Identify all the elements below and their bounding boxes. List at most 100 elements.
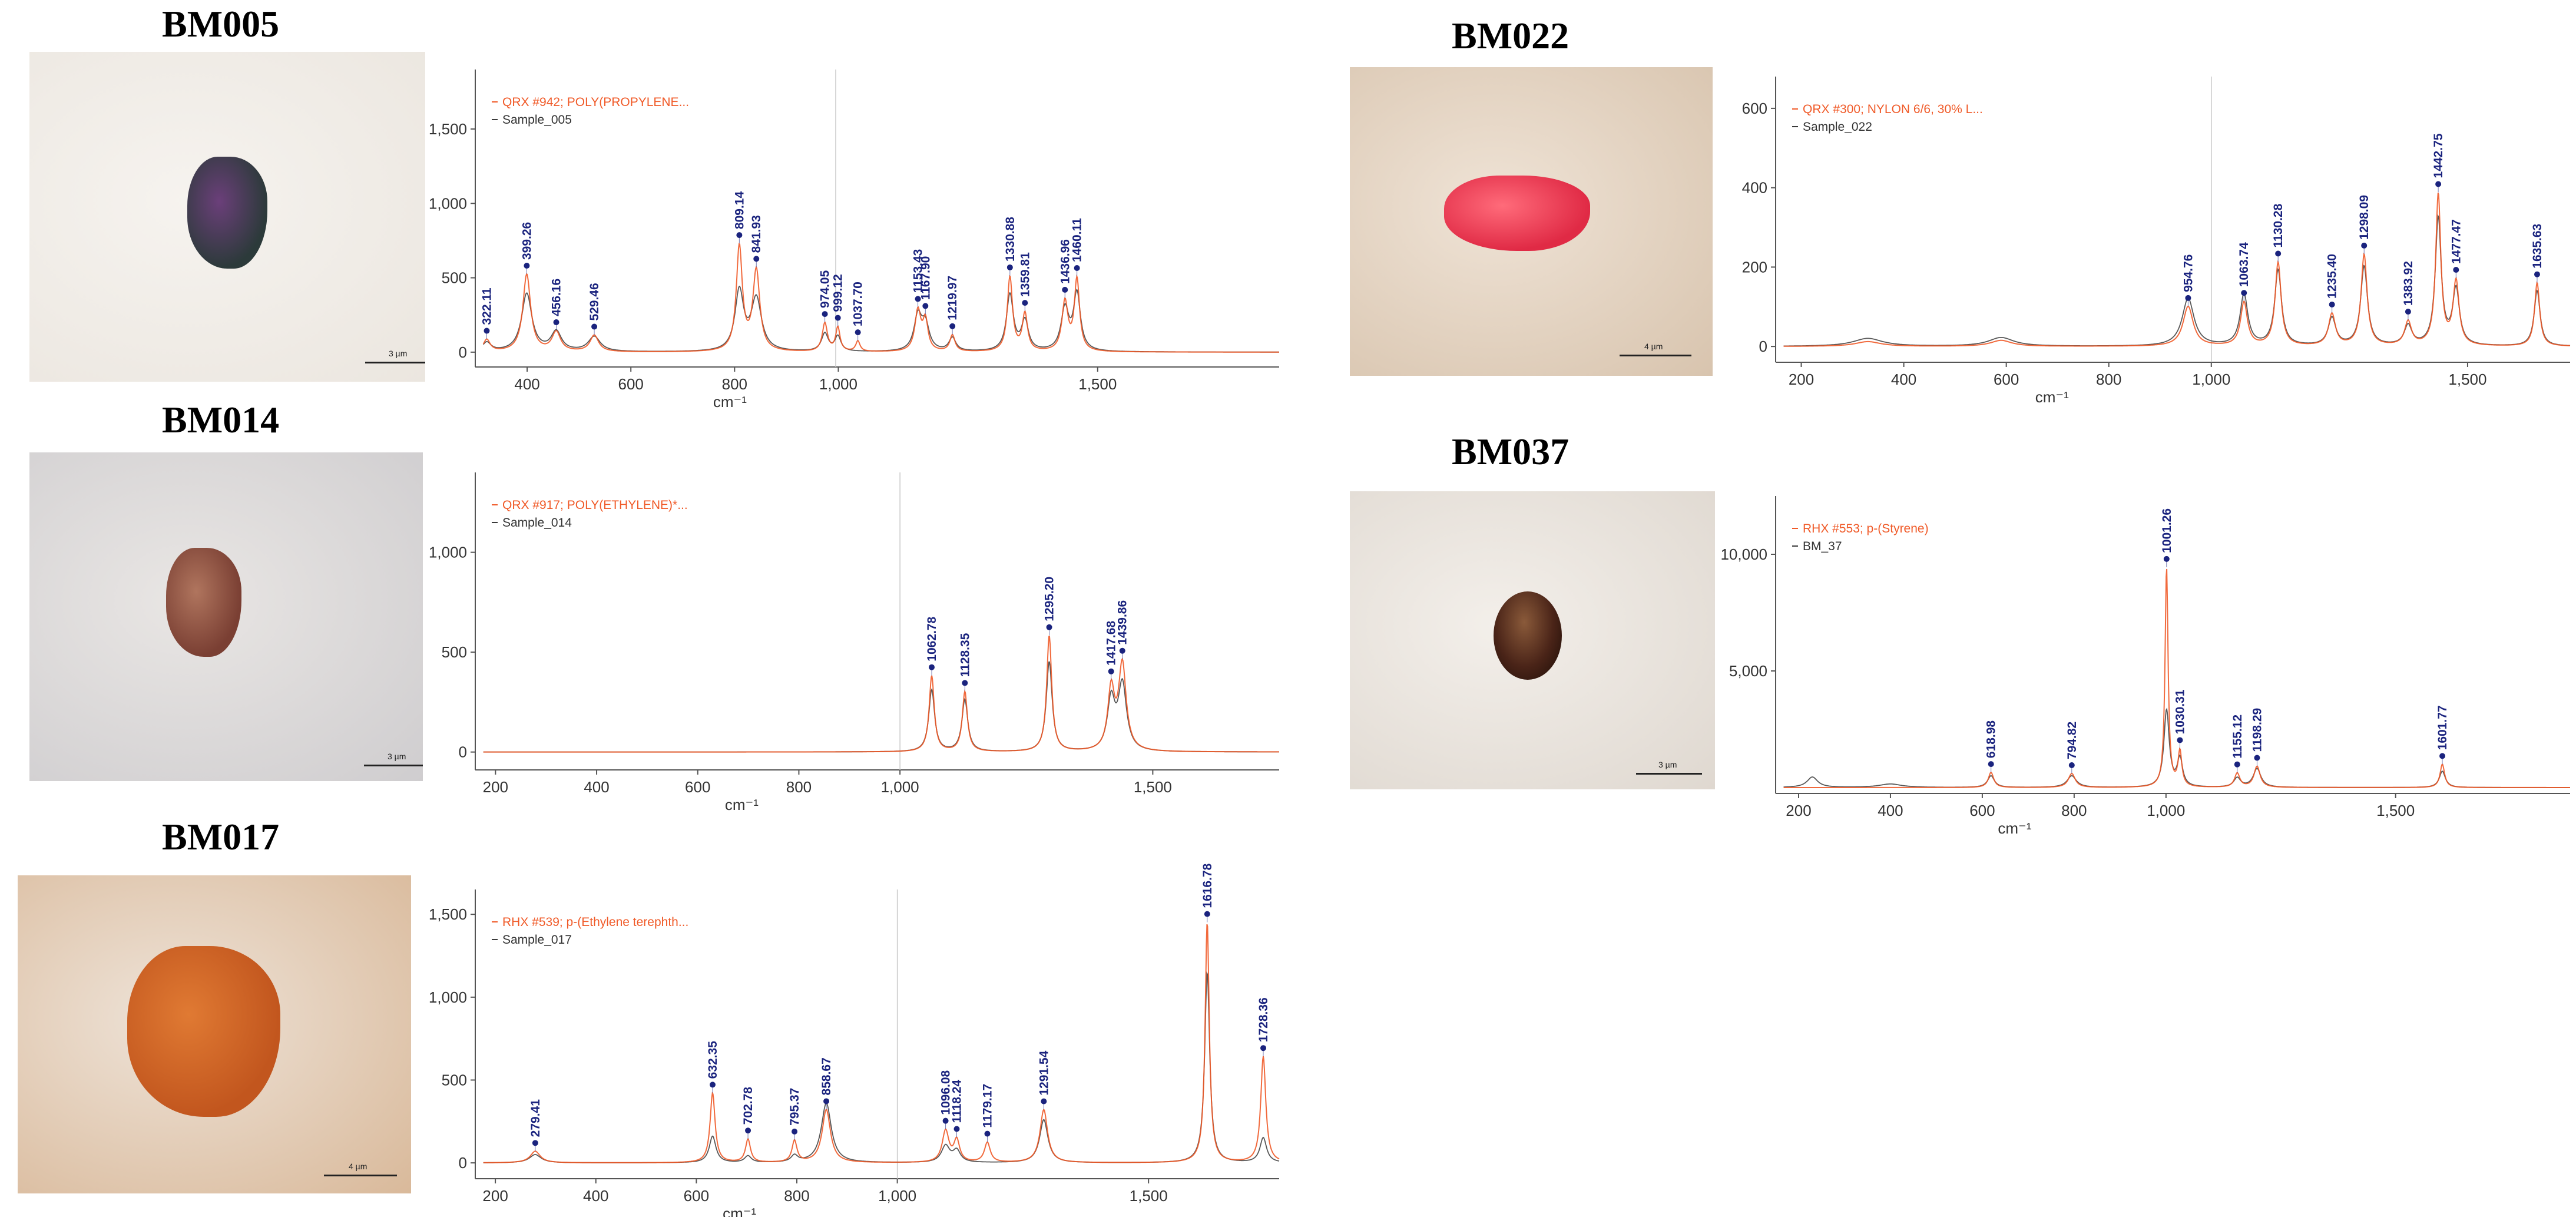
peak-label: 399.26 (520, 222, 534, 260)
sample-spectrum-line (483, 285, 1279, 353)
x-tick-label: 400 (584, 778, 609, 796)
peak-label: 1417.68 (1105, 621, 1118, 666)
legend-entry: Sample_005 (502, 113, 572, 127)
peak-marker (962, 680, 968, 686)
spectrum-plot: 5,000 10,000 200 400 600 800 1,000 1,500 cm⁻¹ 618… (1720, 496, 2570, 837)
scale-label: 3 µm (389, 349, 408, 358)
panel-title-bm037: BM037 (1452, 431, 1570, 472)
peak-label: 1096.08 (939, 1070, 953, 1115)
y-tick-label: 500 (442, 269, 467, 287)
spectrum-chart-bm037: 5,000 10,000 200 400 600 800 1,000 1,500 cm⁻¹ 618… (1720, 478, 2576, 837)
peak-marker (2177, 737, 2183, 743)
peak-label: 1198.29 (2250, 708, 2264, 752)
peak-label: 1359.81 (1018, 252, 1032, 297)
peak-label: 974.05 (819, 270, 832, 309)
scale-label: 3 µm (388, 752, 406, 761)
peak-label: 1460.11 (1071, 218, 1084, 262)
peak-label: 794.82 (2065, 722, 2079, 759)
scale-bar (365, 362, 425, 363)
spectrum-plot: 0 200 400 600 200 400 600 800 1,000 1,500 cm⁻¹ 954.… (1742, 77, 2571, 406)
panel-title-bm022: BM022 (1452, 15, 1570, 57)
x-tick-label: 400 (514, 375, 539, 393)
y-tick-label: 0 (1759, 338, 1767, 355)
x-tick-label: 800 (784, 1187, 809, 1205)
spectrum-plot: 0 500 1,000 1,500 400 600 800 1,000 1,500 cm⁻¹ 322… (429, 70, 1279, 411)
spectrum-plot: 0 500 1,000 1,500 200 400 600 800 1,000 1,500 cm⁻¹… (429, 863, 1280, 1217)
x-tick-label: 800 (722, 375, 747, 393)
peak-label: 632.35 (706, 1041, 720, 1079)
x-tick-label: 800 (786, 778, 812, 796)
spectrum-chart-bm005: 0 500 1,000 1,500 400 600 800 1,000 1,500 cm⁻¹ 322… (419, 52, 1285, 411)
x-tick-label: 1,500 (2448, 371, 2486, 388)
peak-label: 1118.24 (950, 1080, 963, 1123)
legend-entry: BM_37 (1803, 540, 1842, 553)
y-tick-label: 500 (442, 1071, 467, 1089)
peak-label: 1001.26 (2160, 508, 2174, 553)
y-tick-label: 1,000 (429, 988, 467, 1006)
peak-label: 1219.97 (946, 276, 959, 320)
scale-bar (324, 1175, 397, 1176)
peak-label: 809.14 (733, 191, 746, 230)
micrograph-bm014: 3 µm (29, 452, 423, 781)
peak-label: 279.41 (529, 1099, 542, 1137)
x-tick-label: 1,000 (878, 1187, 916, 1205)
reference-spectrum-line (483, 924, 1280, 1163)
peak-label: 1063.74 (2237, 242, 2251, 287)
peak-label: 1155.12 (2231, 715, 2244, 759)
peak-label: 1291.54 (1037, 1050, 1051, 1095)
x-tick-label: 400 (1878, 802, 1903, 819)
legend-entry: RHX #539; p-(Ethylene terephth... (502, 915, 688, 929)
peak-marker (1022, 300, 1028, 306)
x-tick-label: 200 (1786, 802, 1811, 819)
micrograph-bm022: 4 µm (1350, 67, 1713, 376)
y-tick-label: 500 (442, 643, 467, 661)
x-tick-label: 200 (482, 1187, 508, 1205)
reference-spectrum-line (1783, 193, 2570, 347)
y-tick-label: 0 (459, 1154, 467, 1172)
x-axis-title: cm⁻¹ (713, 393, 747, 411)
x-tick-label: 1,000 (881, 778, 919, 796)
peak-label: 322.11 (480, 287, 494, 325)
sample-spectrum-line (1783, 214, 2571, 347)
x-tick-label: 1,000 (2147, 802, 2185, 819)
scale-label: 3 µm (1658, 760, 1677, 769)
particle (187, 157, 267, 269)
peak-label: 1383.92 (2402, 261, 2415, 306)
x-tick-label: 600 (685, 778, 710, 796)
x-tick-label: 1,500 (1130, 1187, 1168, 1205)
micrograph-bm017: 4 µm (18, 875, 411, 1193)
x-tick-label: 1,500 (2376, 802, 2415, 819)
y-tick-label: 10,000 (1720, 545, 1767, 563)
panel-title-bm005: BM005 (162, 3, 280, 45)
sample-spectrum-line (483, 661, 1279, 753)
peak-label: 1477.47 (2449, 219, 2463, 264)
peak-marker (792, 1128, 798, 1135)
sample-spectrum-line (483, 971, 1280, 1163)
peak-label: 1616.78 (1201, 863, 1214, 908)
y-tick-label: 5,000 (1729, 662, 1767, 680)
peak-marker (929, 664, 935, 670)
scale-label: 4 µm (1644, 342, 1663, 351)
x-tick-label: 600 (1969, 802, 1995, 819)
legend-entry: QRX #917; POLY(ETHYLENE)*... (502, 498, 688, 512)
peak-marker (1204, 911, 1210, 917)
spectrum-plot: 0 500 1,000 200 400 600 800 1,000 1,500 cm⁻¹ 1062.… (429, 472, 1279, 813)
spectrum-chart-bm017: 0 500 1,000 1,500 200 400 600 800 1,000 1,500 cm⁻¹… (419, 863, 1285, 1217)
peak-label: 618.98 (1985, 720, 1998, 759)
x-axis-title: cm⁻¹ (1998, 819, 2031, 837)
y-tick-label: 0 (459, 743, 467, 761)
peak-marker (855, 329, 861, 336)
y-tick-label: 1,000 (429, 194, 467, 212)
particle (127, 946, 280, 1117)
legend-entry: Sample_022 (1803, 120, 1872, 134)
peak-label: 999.12 (832, 274, 845, 312)
x-axis-title: cm⁻¹ (2035, 388, 2069, 406)
legend-entry: QRX #300; NYLON 6/6, 30% L... (1803, 102, 1983, 116)
y-tick-label: 1,500 (429, 905, 467, 923)
x-tick-label: 600 (618, 375, 643, 393)
peak-marker (532, 1140, 538, 1146)
y-tick-label: 1,500 (429, 120, 467, 138)
reference-spectrum-line (1783, 568, 2570, 788)
peak-label: 1153.43 (912, 249, 925, 293)
spectrum-chart-bm014: 0 500 1,000 200 400 600 800 1,000 1,500 cm⁻¹ 1062.… (419, 455, 1285, 813)
